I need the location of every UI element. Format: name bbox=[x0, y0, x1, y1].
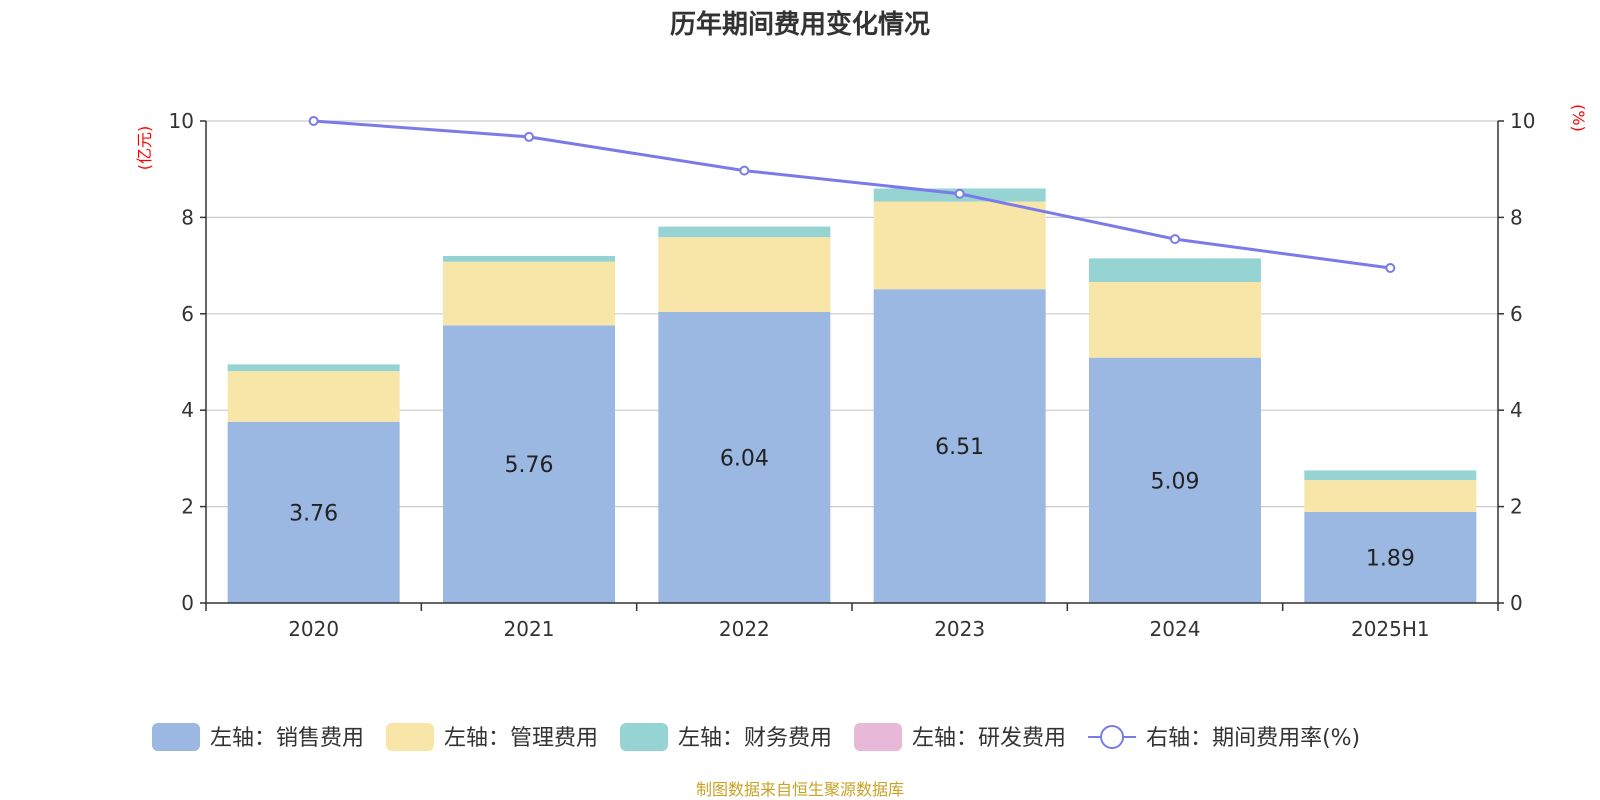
bar-segment bbox=[1089, 281, 1261, 358]
bar-series bbox=[227, 188, 1477, 603]
line-series bbox=[308, 116, 1396, 274]
line-point bbox=[308, 116, 319, 126]
bar-segment bbox=[658, 311, 831, 603]
bar-value-label: 6.51 bbox=[935, 435, 984, 460]
bar-segment bbox=[1304, 511, 1477, 603]
right-tick-label: 10 bbox=[1510, 109, 1535, 133]
legend-swatch bbox=[152, 723, 200, 751]
legend-label: 左轴：销售费用 bbox=[210, 726, 364, 751]
x-tick-label: 2024 bbox=[1150, 617, 1201, 641]
data-labels: 3.76 5.76 6.04 6.51 5.09 1.89 bbox=[289, 435, 1415, 571]
left-tick-label: 6 bbox=[181, 302, 194, 326]
x-tick-label: 2021 bbox=[504, 617, 555, 641]
legend-label: 左轴：管理费用 bbox=[444, 726, 598, 751]
line-point bbox=[954, 188, 965, 199]
bar-segment bbox=[443, 261, 615, 326]
bar-segment bbox=[227, 421, 400, 603]
chart-title: 历年期间费用变化情况 bbox=[670, 9, 930, 40]
bar-value-label: 5.09 bbox=[1151, 469, 1200, 494]
left-axis-label: (亿元) bbox=[135, 126, 154, 171]
right-tick-label: 2 bbox=[1510, 495, 1523, 519]
legend: 左轴：销售费用 左轴：管理费用 左轴：财务费用 左轴：研发费用 右轴：期间费用率(%) bbox=[152, 723, 1360, 751]
right-axis-label: (%) bbox=[1569, 104, 1588, 132]
left-tick-label: 0 bbox=[181, 591, 194, 615]
bar-value-label: 5.76 bbox=[505, 453, 554, 478]
left-tick-label: 4 bbox=[181, 398, 194, 422]
bar-segment bbox=[873, 289, 1046, 603]
bar-value-label: 1.89 bbox=[1366, 546, 1415, 571]
bar-segment bbox=[227, 364, 400, 372]
line-point bbox=[1170, 234, 1180, 245]
legend-swatch bbox=[854, 723, 903, 751]
line-point bbox=[1385, 263, 1396, 274]
bar-segment bbox=[873, 201, 1046, 290]
legend-label: 左轴：财务费用 bbox=[678, 726, 832, 751]
bar-segment bbox=[1089, 357, 1261, 603]
bar-value-label: 6.04 bbox=[720, 446, 769, 471]
bar-segment bbox=[443, 325, 615, 603]
bar-segment bbox=[658, 226, 831, 238]
left-tick-label: 10 bbox=[169, 109, 194, 133]
right-tick-label: 6 bbox=[1510, 302, 1523, 326]
bar-segment bbox=[658, 237, 831, 312]
x-tick-label: 2022 bbox=[719, 617, 770, 641]
legend-swatch bbox=[620, 723, 669, 751]
left-tick-label: 8 bbox=[181, 205, 194, 229]
line-point bbox=[739, 165, 750, 176]
x-tick-label: 2023 bbox=[934, 617, 985, 641]
right-tick-label: 0 bbox=[1510, 591, 1523, 615]
gridlines bbox=[206, 120, 1498, 508]
line-point bbox=[524, 131, 534, 142]
bar-segment bbox=[443, 255, 615, 262]
bar-segment bbox=[227, 371, 400, 422]
bar-segment bbox=[1304, 470, 1477, 481]
axes: 0 2 4 6 8 10 0 2 4 6 8 10 2020 2021 2022 2023 2024 2025H1 bbox=[169, 109, 1536, 641]
legend-swatch bbox=[386, 723, 435, 751]
line-path bbox=[313, 119, 1391, 270]
left-tick-label: 2 bbox=[181, 495, 194, 519]
legend-label: 右轴：期间费用率(%) bbox=[1146, 726, 1360, 751]
bar-segment bbox=[1304, 480, 1477, 512]
x-tick-label: 2020 bbox=[288, 617, 339, 641]
x-tick-label: 2025H1 bbox=[1351, 617, 1430, 641]
bar-value-label: 3.76 bbox=[289, 501, 338, 526]
legend-label: 左轴：研发费用 bbox=[912, 726, 1066, 751]
bar-segment bbox=[1089, 258, 1261, 282]
source-note: 制图数据来自恒生聚源数据库 bbox=[696, 780, 904, 799]
right-tick-label: 4 bbox=[1510, 398, 1523, 422]
legend-marker bbox=[1100, 725, 1125, 749]
right-tick-label: 8 bbox=[1510, 205, 1523, 229]
